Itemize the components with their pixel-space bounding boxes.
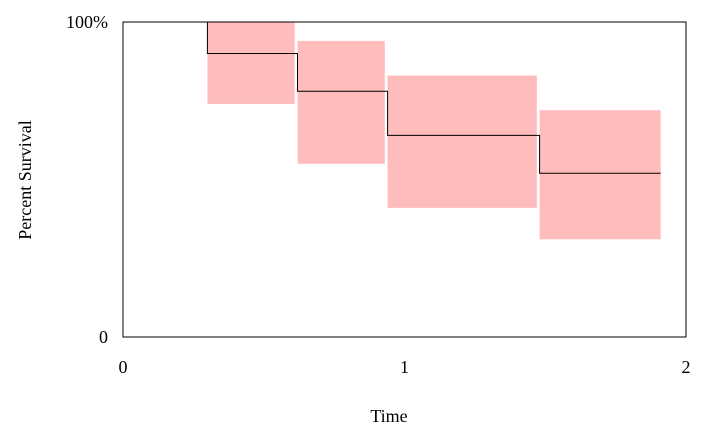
x-tick-labels: 0 1 2 [119, 357, 691, 377]
x-tick-label: 1 [400, 357, 409, 377]
x-tick-label: 0 [119, 357, 128, 377]
y-tick-label: 0 [99, 327, 108, 347]
x-axis-label: Time [370, 406, 407, 426]
confidence-bands [207, 22, 661, 240]
confidence-band-4 [539, 110, 661, 240]
y-tick-labels: 0 100% [66, 12, 108, 347]
x-tick-label: 2 [682, 357, 691, 377]
confidence-band-2 [297, 40, 385, 164]
plot-frame [122, 21, 687, 338]
y-tick-label: 100% [66, 12, 108, 32]
survival-step-line [206, 22, 661, 174]
y-axis-label: Percent Survival [15, 120, 35, 239]
confidence-band-1 [207, 22, 295, 104]
confidence-band-3 [387, 75, 537, 208]
